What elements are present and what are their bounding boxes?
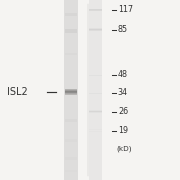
Text: 48: 48 (118, 70, 128, 79)
Bar (65, 29, 77, 33)
Text: ISL2: ISL2 (7, 87, 28, 97)
Bar (89, 30, 102, 31)
Bar (89, 75, 102, 76)
Bar (89, 111, 102, 112)
Bar (65, 170, 77, 172)
Bar (65, 119, 77, 122)
Bar (89, 9, 102, 10)
Bar (65, 13, 77, 16)
Bar (89, 29, 102, 30)
Bar (65, 157, 77, 160)
Bar (89, 0, 102, 180)
Bar (89, 110, 102, 111)
Text: 34: 34 (118, 88, 128, 97)
Text: 26: 26 (118, 107, 128, 116)
Text: (kD): (kD) (116, 145, 132, 152)
Bar (89, 74, 102, 75)
Bar (89, 92, 102, 93)
Text: 19: 19 (118, 126, 128, 135)
Bar (65, 139, 77, 141)
Bar (89, 91, 102, 92)
Text: 117: 117 (118, 5, 133, 14)
Bar (89, 28, 102, 29)
Bar (89, 73, 102, 74)
Bar (64, 0, 78, 180)
Bar (65, 53, 77, 55)
Bar (89, 93, 102, 94)
Text: 85: 85 (118, 25, 128, 34)
